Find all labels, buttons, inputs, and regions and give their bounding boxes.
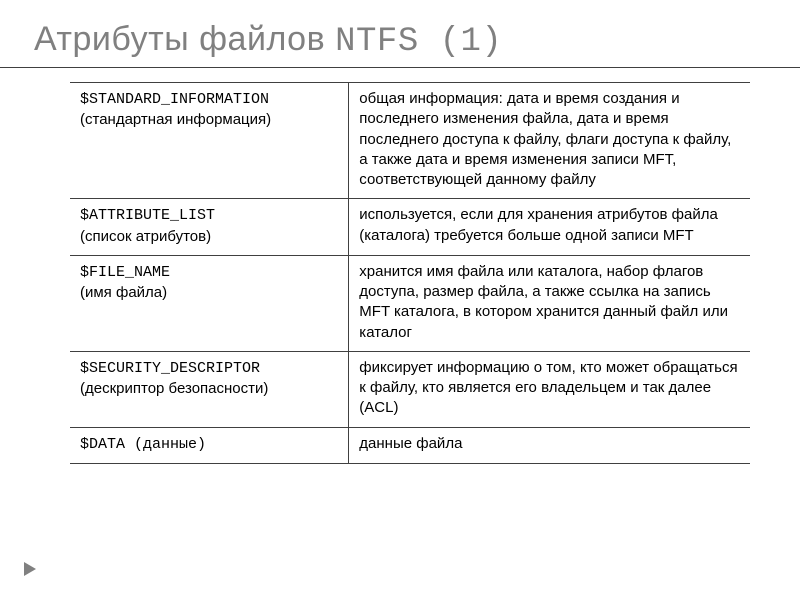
desc-cell: используется, если для хранения атрибуто… <box>349 199 750 256</box>
slide: Атрибуты файлов NTFS (1) $STANDARD_INFOR… <box>0 0 800 600</box>
table-row: $STANDARD_INFORMATION (стандартная инфор… <box>70 83 750 199</box>
attr-sub: (стандартная информация) <box>80 111 271 128</box>
desc-cell: хранится имя файла или каталога, набор ф… <box>349 255 750 351</box>
attr-sub: (имя файла) <box>80 284 167 301</box>
attr-cell: $SECURITY_DESCRIPTOR (дескриптор безопас… <box>70 351 349 427</box>
desc-cell: общая информация: дата и время создания … <box>349 83 750 199</box>
attr-name: $FILE_NAME <box>80 264 170 281</box>
slide-title: Атрибуты файлов NTFS (1) <box>30 20 770 61</box>
attr-cell: $STANDARD_INFORMATION (стандартная инфор… <box>70 83 349 199</box>
desc-cell: фиксирует информацию о том, кто может об… <box>349 351 750 427</box>
attr-cell: $ATTRIBUTE_LIST (список атрибутов) <box>70 199 349 256</box>
table-row: $ATTRIBUTE_LIST (список атрибутов) испол… <box>70 199 750 256</box>
table-row: $FILE_NAME (имя файла) хранится имя файл… <box>70 255 750 351</box>
attr-name: $ATTRIBUTE_LIST <box>80 207 215 224</box>
attr-sub: (список атрибутов) <box>80 228 211 245</box>
title-mono: NTFS (1) <box>335 23 502 61</box>
attr-sub: (дескриптор безопасности) <box>80 380 268 397</box>
attributes-table: $STANDARD_INFORMATION (стандартная инфор… <box>70 82 750 464</box>
table-row: $SECURITY_DESCRIPTOR (дескриптор безопас… <box>70 351 750 427</box>
bullet-triangle-icon <box>24 562 36 576</box>
desc-cell: данные файла <box>349 427 750 463</box>
attr-name: $SECURITY_DESCRIPTOR <box>80 360 260 377</box>
attr-cell: $DATA (данные) <box>70 427 349 463</box>
attr-name: $STANDARD_INFORMATION <box>80 91 269 108</box>
title-prefix: Атрибуты файлов <box>34 20 335 58</box>
table-row: $DATA (данные) данные файла <box>70 427 750 463</box>
attr-name: $DATA (данные) <box>80 436 206 453</box>
attr-cell: $FILE_NAME (имя файла) <box>70 255 349 351</box>
title-rule <box>0 67 800 68</box>
